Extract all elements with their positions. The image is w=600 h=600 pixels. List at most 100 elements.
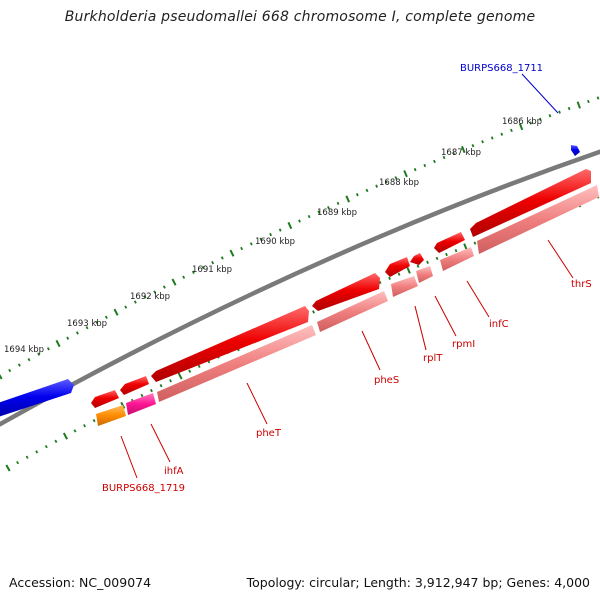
inner-ring-tick xyxy=(454,248,458,253)
inner-ring-tick xyxy=(62,432,68,440)
inner-ring-tick xyxy=(150,388,153,393)
outer-tick-ring xyxy=(0,96,600,380)
leader-pheS xyxy=(361,330,381,371)
leader-rplT xyxy=(414,305,427,351)
inner-ring-tick xyxy=(83,424,86,428)
cds-BURPS668_1719[interactable] xyxy=(91,390,119,408)
outer-ring-tick xyxy=(500,132,504,136)
outer-ring-tick xyxy=(0,373,3,380)
inner-ring-tick xyxy=(177,372,183,380)
kbp-label-1690: 1690 kbp xyxy=(255,237,295,247)
cds-pheT[interactable] xyxy=(151,306,309,382)
outer-ring-tick xyxy=(162,285,166,289)
outer-ring-tick xyxy=(55,339,61,348)
gene-pheT[interactable] xyxy=(157,325,316,402)
outer-ring-tick xyxy=(259,237,263,241)
outer-ring-tick xyxy=(490,136,494,140)
chromosome-backbone xyxy=(0,149,600,427)
outer-ring-tick xyxy=(240,246,244,251)
inner-ring-tick xyxy=(406,266,411,274)
outer-ring-tick xyxy=(229,249,235,257)
outer-ring-tick xyxy=(442,155,446,160)
inner-ring-tick xyxy=(197,364,201,368)
inner-ring-tick xyxy=(25,455,29,459)
kbp-label-1689: 1689 kbp xyxy=(317,208,357,218)
cds-thrS[interactable] xyxy=(470,169,591,237)
accession-text: Accession: NC_009074 xyxy=(9,575,152,590)
outer-ring-tick xyxy=(327,206,330,210)
outer-ring-tick xyxy=(27,357,31,362)
gene-infC[interactable] xyxy=(440,247,474,271)
outer-ring-tick xyxy=(220,256,224,260)
gene-label-BURPS668_1711[interactable]: BURPS668_1711 xyxy=(460,63,543,74)
outer-ring-tick xyxy=(66,336,70,340)
outer-ring-tick xyxy=(384,180,388,184)
outer-ring-tick xyxy=(452,151,456,156)
outer-ring-tick xyxy=(191,270,195,275)
cds-rpmI[interactable] xyxy=(410,253,424,265)
gene-label-rpmI[interactable]: rpmI xyxy=(452,339,475,350)
outer-ring-tick xyxy=(133,300,137,304)
cds-blue-arrow-left[interactable] xyxy=(0,379,74,418)
outer-ring-tick xyxy=(394,176,398,180)
kbp-label-1693: 1693 kbp xyxy=(67,319,107,329)
outer-ring-tick xyxy=(510,128,513,133)
leader-ihfA xyxy=(150,423,171,463)
leader-BURPS668_1719 xyxy=(120,435,138,479)
outer-ring-tick xyxy=(37,352,41,356)
gene-rplT[interactable] xyxy=(391,276,418,297)
leader-BURPS668_1711 xyxy=(521,73,559,114)
cds-rplT[interactable] xyxy=(385,257,410,277)
kbp-label-1692: 1692 kbp xyxy=(130,292,170,302)
map-title: Burkholderia pseudomallei 668 chromosome… xyxy=(64,9,536,25)
inner-ring-tick xyxy=(92,418,96,423)
outer-ring-tick xyxy=(95,320,99,325)
inner-ring-tick xyxy=(35,450,39,454)
outer-ring-tick xyxy=(287,221,293,230)
kbp-label-1694: 1694 kbp xyxy=(4,345,44,355)
gene-label-ihfA[interactable]: ihfA xyxy=(164,466,184,477)
inner-ring-tick xyxy=(473,241,477,245)
outer-ring-tick xyxy=(317,210,321,214)
outer-ring-tick xyxy=(201,265,205,270)
inner-ring-tick xyxy=(445,252,448,257)
gene-ihfA-magenta[interactable] xyxy=(126,393,156,415)
outer-ring-tick xyxy=(17,363,21,367)
outer-ring-tick xyxy=(75,331,79,335)
outer-ring-tick xyxy=(518,123,524,131)
gene-pheS[interactable] xyxy=(317,291,388,332)
cds-blue-arrow-small[interactable] xyxy=(571,145,580,156)
leader-infC xyxy=(466,280,490,318)
cds-infC[interactable] xyxy=(434,232,465,253)
gene-label-BURPS668_1719[interactable]: BURPS668_1719 xyxy=(102,483,185,494)
outer-ring-tick xyxy=(85,326,89,330)
outer-ring-tick xyxy=(529,121,533,125)
outer-ring-tick xyxy=(567,106,571,111)
gene-thrS[interactable] xyxy=(477,185,599,254)
leader-rpmI xyxy=(434,295,457,337)
cds-pheS[interactable] xyxy=(312,273,380,311)
gene-label-rplT[interactable]: rplT xyxy=(423,353,443,364)
gene-rpmI[interactable] xyxy=(416,266,433,283)
outer-ring-tick xyxy=(548,114,552,118)
outer-ring-tick xyxy=(538,117,542,121)
gene-label-thrS[interactable]: thrS xyxy=(571,279,592,290)
cds-ihfA[interactable] xyxy=(120,376,149,395)
outer-ring-tick xyxy=(298,219,301,223)
outer-ring-tick xyxy=(587,99,590,104)
leader-thrS xyxy=(547,239,574,279)
outer-ring-tick xyxy=(8,368,12,373)
inner-ring-tick xyxy=(169,379,172,383)
inner-ring-tick xyxy=(426,260,429,264)
gene-label-pheS[interactable]: pheS xyxy=(374,375,399,386)
gene-BURPS668_1719-orange[interactable] xyxy=(96,405,126,426)
outer-ring-tick xyxy=(403,170,408,178)
leader-pheT xyxy=(246,382,268,425)
gene-label-pheT[interactable]: pheT xyxy=(256,428,282,439)
outer-ring-tick xyxy=(423,163,427,168)
outer-ring-tick xyxy=(558,110,561,114)
gene-label-infC[interactable]: infC xyxy=(489,319,509,330)
inner-ring-tick xyxy=(54,439,58,444)
inner-ring-tick xyxy=(16,460,20,465)
